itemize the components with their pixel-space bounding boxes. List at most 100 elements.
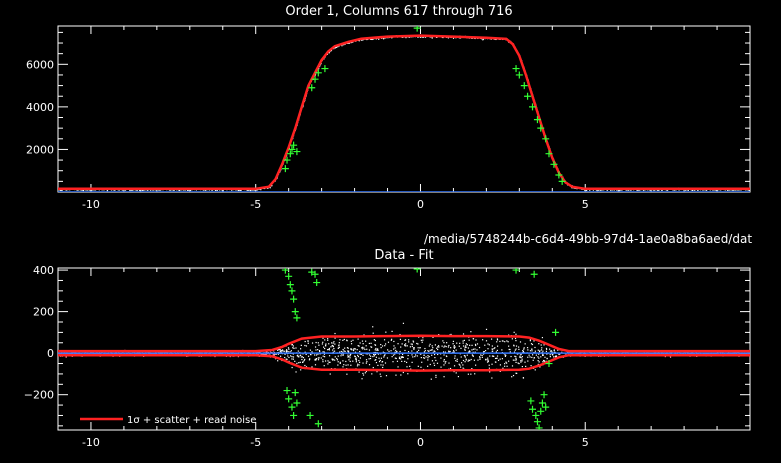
residual-point	[377, 348, 379, 350]
residual-point	[295, 347, 297, 349]
residual-point	[355, 357, 357, 359]
residual-point	[385, 331, 387, 333]
residual-point	[433, 362, 435, 364]
residual-point	[354, 358, 357, 360]
residual-point	[350, 340, 352, 342]
residual-point	[427, 359, 429, 361]
residual-point	[524, 343, 526, 345]
residual-point	[287, 347, 290, 349]
residual-point	[315, 349, 317, 351]
residual-point	[379, 359, 381, 362]
x-tick-label: 5	[582, 198, 589, 211]
data-point	[419, 36, 422, 38]
residual-point	[521, 365, 523, 368]
residual-point	[408, 339, 410, 341]
residual-point	[309, 349, 312, 351]
residual-point	[292, 353, 294, 355]
residual-point	[511, 376, 513, 378]
residual-point	[391, 330, 393, 333]
residual-point	[543, 360, 545, 362]
residual-point	[354, 355, 356, 357]
residual-point	[347, 354, 349, 356]
residual-point	[280, 350, 283, 352]
residual-point	[314, 354, 316, 356]
y-tick-label: 4000	[26, 101, 54, 114]
residual-point	[355, 358, 357, 361]
data-point	[653, 189, 655, 192]
residual-point	[446, 355, 448, 358]
residual-point	[314, 364, 317, 366]
residual-point	[350, 364, 352, 366]
residual-point	[549, 350, 552, 352]
rejected-point	[286, 281, 294, 289]
residual-point	[460, 362, 463, 364]
residual-point	[275, 353, 277, 355]
residual-point	[406, 366, 408, 368]
residual-point	[568, 351, 570, 353]
residual-point	[328, 355, 331, 357]
residual-point	[371, 373, 373, 375]
residual-point	[501, 340, 504, 342]
residual-point	[541, 336, 544, 339]
residual-point	[502, 367, 504, 369]
residual-point	[519, 355, 521, 357]
residual-point	[258, 351, 260, 353]
residual-point	[291, 358, 293, 360]
residual-point	[402, 371, 404, 374]
bottom-panel-series	[58, 268, 750, 430]
residual-point	[324, 344, 327, 346]
data-point	[189, 189, 192, 191]
residual-point	[436, 347, 438, 349]
residual-point	[423, 351, 426, 353]
residual-point	[468, 339, 470, 341]
residual-point	[455, 349, 457, 351]
residual-point	[339, 351, 341, 353]
residual-point	[342, 348, 344, 351]
residual-point	[318, 349, 321, 352]
rejected-point	[530, 270, 538, 278]
residual-point	[443, 360, 445, 362]
data-point	[334, 47, 336, 49]
residual-point	[516, 372, 518, 375]
residual-point	[344, 347, 346, 349]
residual-point	[538, 353, 540, 355]
residual-point	[456, 360, 458, 362]
residual-point	[496, 349, 498, 352]
residual-point	[474, 373, 476, 375]
residual-point	[301, 356, 303, 358]
residual-point	[364, 348, 366, 351]
rejected-point	[532, 411, 540, 419]
residual-point	[453, 347, 456, 349]
residual-point	[292, 356, 295, 358]
residual-point	[357, 344, 359, 347]
residual-point	[331, 344, 334, 347]
residual-point	[537, 360, 539, 362]
residual-point	[448, 350, 450, 352]
residual-point	[314, 346, 317, 348]
residual-point	[464, 356, 466, 358]
residual-point	[347, 347, 349, 349]
residual-point	[464, 346, 466, 348]
residual-point	[334, 359, 336, 361]
residual-point	[543, 344, 545, 346]
rejected-point	[290, 411, 298, 419]
data-point	[211, 189, 214, 191]
residual-point	[469, 344, 471, 346]
residual-point	[419, 347, 421, 349]
residual-point	[515, 358, 517, 360]
residual-point	[377, 364, 379, 367]
residual-point	[293, 347, 295, 349]
residual-point	[277, 348, 279, 351]
residual-point	[305, 366, 308, 368]
residual-point	[405, 345, 407, 347]
residual-point	[277, 349, 279, 352]
residual-point	[365, 345, 367, 347]
x-tick-label: 5	[582, 436, 589, 449]
rejected-point	[314, 69, 322, 77]
rejected-point	[283, 387, 291, 395]
residual-point	[448, 344, 450, 347]
residual-point	[373, 355, 375, 357]
residual-point	[487, 357, 489, 359]
residual-point	[315, 358, 318, 360]
